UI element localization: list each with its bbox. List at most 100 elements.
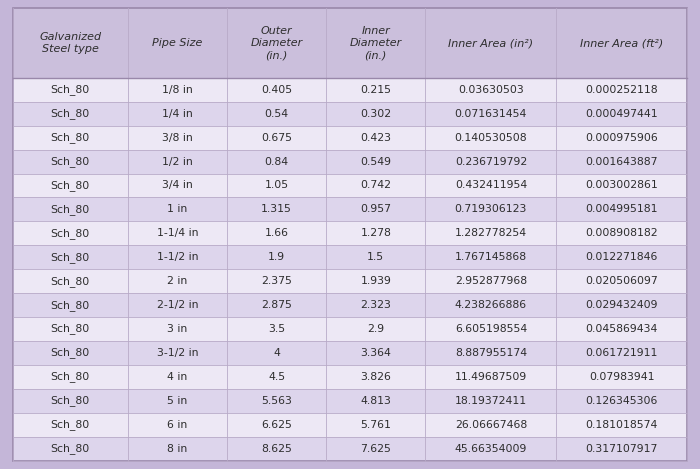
Text: 1.66: 1.66 xyxy=(265,228,288,238)
Text: 0.000252118: 0.000252118 xyxy=(586,85,658,95)
Text: Sch_80: Sch_80 xyxy=(50,348,90,358)
Bar xyxy=(13,293,687,317)
Text: Sch_80: Sch_80 xyxy=(50,204,90,215)
Text: 4.5: 4.5 xyxy=(268,372,285,382)
Bar xyxy=(13,102,687,126)
Text: 6.605198554: 6.605198554 xyxy=(455,324,527,334)
Text: 1-1/4 in: 1-1/4 in xyxy=(157,228,198,238)
Text: 0.003002861: 0.003002861 xyxy=(585,181,658,190)
Text: Galvanized
Steel type: Galvanized Steel type xyxy=(39,32,102,54)
Text: 3.364: 3.364 xyxy=(360,348,391,358)
Text: 6.625: 6.625 xyxy=(261,420,292,430)
Text: 2-1/2 in: 2-1/2 in xyxy=(157,300,198,310)
Text: 1/4 in: 1/4 in xyxy=(162,109,193,119)
Text: 4 in: 4 in xyxy=(167,372,188,382)
Text: Sch_80: Sch_80 xyxy=(50,276,90,287)
Text: 0.957: 0.957 xyxy=(360,204,391,214)
Text: 0.236719792: 0.236719792 xyxy=(455,157,527,166)
Text: Inner Area (in²): Inner Area (in²) xyxy=(449,38,533,48)
Text: 0.061721911: 0.061721911 xyxy=(586,348,658,358)
Bar xyxy=(13,365,687,389)
Bar xyxy=(13,245,687,269)
Text: 7.625: 7.625 xyxy=(360,444,391,454)
Text: 3.826: 3.826 xyxy=(360,372,391,382)
Text: 0.215: 0.215 xyxy=(360,85,391,95)
Text: 6 in: 6 in xyxy=(167,420,188,430)
Text: 1.05: 1.05 xyxy=(265,181,288,190)
Text: 4.813: 4.813 xyxy=(360,396,391,406)
Text: 3-1/2 in: 3-1/2 in xyxy=(157,348,198,358)
Text: 0.719306123: 0.719306123 xyxy=(455,204,527,214)
Bar xyxy=(13,150,687,174)
Text: 1-1/2 in: 1-1/2 in xyxy=(157,252,198,262)
Text: 0.020506097: 0.020506097 xyxy=(585,276,658,286)
Text: Sch_80: Sch_80 xyxy=(50,371,90,382)
Text: 0.012271846: 0.012271846 xyxy=(586,252,658,262)
Text: Sch_80: Sch_80 xyxy=(50,132,90,143)
Text: 0.000497441: 0.000497441 xyxy=(586,109,658,119)
Text: 1/2 in: 1/2 in xyxy=(162,157,193,166)
Bar xyxy=(13,197,687,221)
Text: Sch_80: Sch_80 xyxy=(50,156,90,167)
Text: 3.5: 3.5 xyxy=(268,324,285,334)
Text: 3 in: 3 in xyxy=(167,324,188,334)
Text: 0.07983941: 0.07983941 xyxy=(589,372,654,382)
Text: 8.887955174: 8.887955174 xyxy=(455,348,527,358)
Text: 8.625: 8.625 xyxy=(261,444,292,454)
Text: Sch_80: Sch_80 xyxy=(50,395,90,406)
Bar xyxy=(13,341,687,365)
Text: 2.9: 2.9 xyxy=(368,324,384,334)
Text: Sch_80: Sch_80 xyxy=(50,108,90,119)
Text: 0.126345306: 0.126345306 xyxy=(586,396,658,406)
Text: 1 in: 1 in xyxy=(167,204,188,214)
Text: 0.742: 0.742 xyxy=(360,181,391,190)
Text: 0.317107917: 0.317107917 xyxy=(586,444,658,454)
Text: 1.5: 1.5 xyxy=(368,252,384,262)
Text: 3/4 in: 3/4 in xyxy=(162,181,193,190)
Text: 0.03630503: 0.03630503 xyxy=(458,85,524,95)
Text: 45.66354009: 45.66354009 xyxy=(455,444,527,454)
Text: 3/8 in: 3/8 in xyxy=(162,133,193,143)
Text: 0.423: 0.423 xyxy=(360,133,391,143)
Text: 1.9: 1.9 xyxy=(268,252,285,262)
Text: Pipe Size: Pipe Size xyxy=(152,38,202,48)
Text: 0.432411954: 0.432411954 xyxy=(455,181,527,190)
Text: 0.405: 0.405 xyxy=(261,85,292,95)
Text: 0.84: 0.84 xyxy=(265,157,288,166)
Text: Sch_80: Sch_80 xyxy=(50,252,90,263)
Text: 4: 4 xyxy=(273,348,280,358)
Text: 0.071631454: 0.071631454 xyxy=(455,109,527,119)
Text: 1.282778254: 1.282778254 xyxy=(455,228,527,238)
Text: 5.563: 5.563 xyxy=(261,396,292,406)
Text: Sch_80: Sch_80 xyxy=(50,300,90,310)
Bar xyxy=(13,269,687,293)
Text: 0.302: 0.302 xyxy=(360,109,391,119)
Text: 2.375: 2.375 xyxy=(261,276,292,286)
Text: Sch_80: Sch_80 xyxy=(50,324,90,334)
Text: 2.323: 2.323 xyxy=(360,300,391,310)
Text: 1/8 in: 1/8 in xyxy=(162,85,193,95)
Text: 1.939: 1.939 xyxy=(360,276,391,286)
Text: Sch_80: Sch_80 xyxy=(50,228,90,239)
Bar xyxy=(13,317,687,341)
Text: Sch_80: Sch_80 xyxy=(50,443,90,454)
Text: Inner Area (ft²): Inner Area (ft²) xyxy=(580,38,664,48)
Text: 1.315: 1.315 xyxy=(261,204,292,214)
Text: 2.875: 2.875 xyxy=(261,300,292,310)
Text: 0.54: 0.54 xyxy=(265,109,288,119)
Text: 0.045869434: 0.045869434 xyxy=(586,324,658,334)
Text: 5.761: 5.761 xyxy=(360,420,391,430)
Text: 0.181018574: 0.181018574 xyxy=(586,420,658,430)
Text: 0.549: 0.549 xyxy=(360,157,391,166)
Bar xyxy=(13,174,687,197)
Bar xyxy=(13,78,687,102)
Text: 26.06667468: 26.06667468 xyxy=(455,420,527,430)
Text: 1.278: 1.278 xyxy=(360,228,391,238)
Bar xyxy=(13,413,687,437)
Text: 0.675: 0.675 xyxy=(261,133,292,143)
Text: 0.001643887: 0.001643887 xyxy=(586,157,658,166)
Text: 8 in: 8 in xyxy=(167,444,188,454)
Text: Sch_80: Sch_80 xyxy=(50,419,90,430)
Text: 1.767145868: 1.767145868 xyxy=(455,252,527,262)
Text: Sch_80: Sch_80 xyxy=(50,180,90,191)
